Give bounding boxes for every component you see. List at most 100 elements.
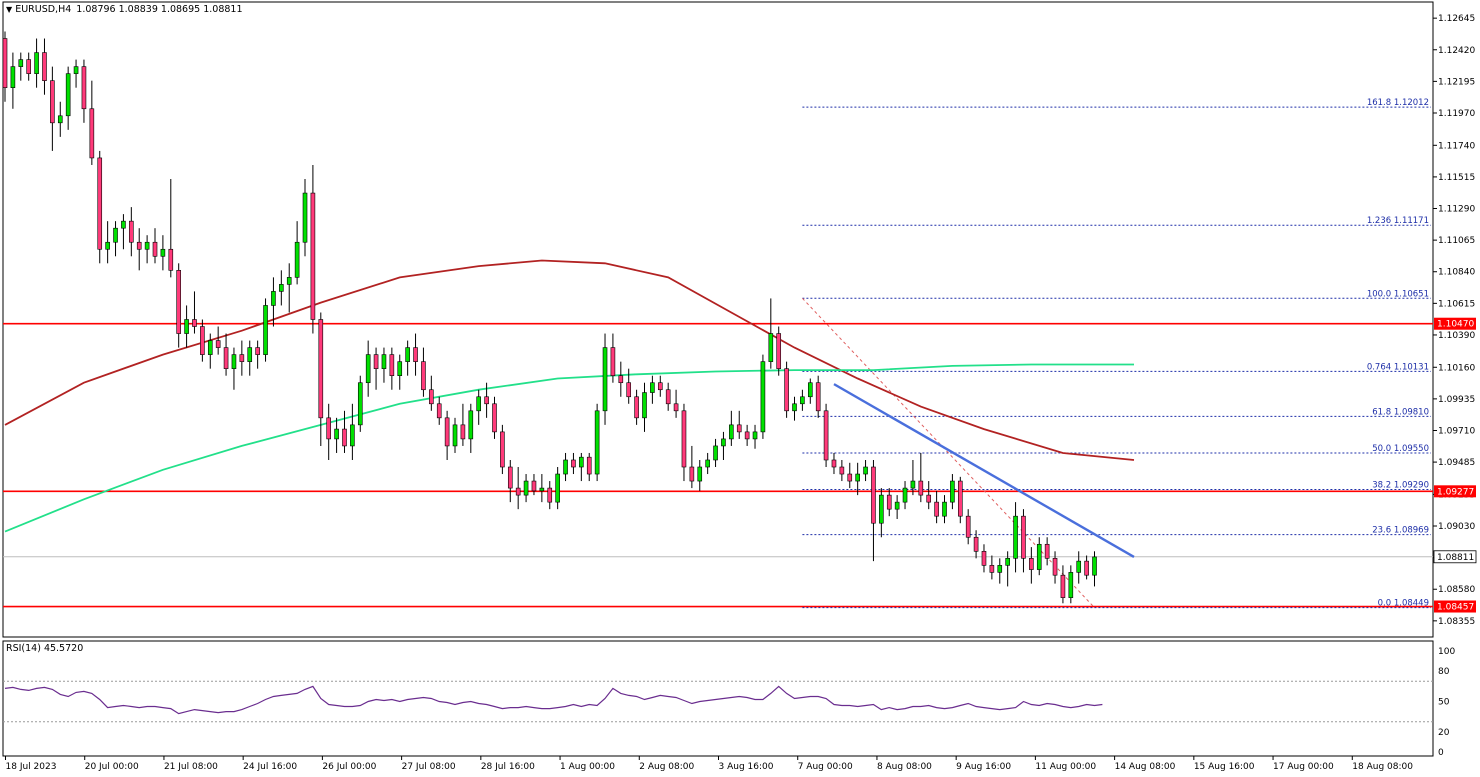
candle [586,452,592,482]
x-tick-label: 28 Jul 16:00 [481,762,535,772]
candle [73,59,79,88]
candle [200,319,205,362]
candle-body [950,480,955,503]
candle-body [279,284,284,292]
candle [894,495,900,519]
candle-body [942,501,947,517]
candle-body [926,494,932,503]
candle [926,481,932,510]
candle [594,403,600,482]
candle [713,438,718,468]
candle [294,221,300,285]
candle [34,38,39,88]
candle [579,452,584,482]
y-tick-label: 1.10840 [1438,268,1475,278]
fib-level-label: 100.0 1.10651 [1367,289,1429,299]
candle [1052,551,1058,584]
y-tick-label: 1.11290 [1438,205,1475,215]
candle-body [1052,558,1058,576]
candle-body [997,565,1003,573]
candle [444,410,450,460]
candle [736,410,742,439]
candle [729,410,734,446]
candle [665,382,671,411]
candle-body [729,424,734,440]
candle [184,305,189,348]
support-price-tag-bg [1434,485,1476,498]
candle-body [413,347,418,362]
candle-body [602,347,608,412]
candle-body [705,459,710,468]
candle-body [744,431,750,440]
candle-body [531,480,537,492]
candle [121,214,126,250]
y-tick-label: 1.12195 [1438,77,1475,87]
candle [555,467,560,510]
candle [381,347,387,383]
candle-body [365,354,371,384]
candle [657,375,663,397]
candle-body [468,410,474,440]
current-price-tag-border [1433,550,1477,564]
x-tick-label: 1 Aug 00:00 [560,762,615,772]
candle-body [2,38,8,88]
candle [610,333,616,383]
y-tick-label: 1.11065 [1438,236,1475,246]
candle-body [436,403,442,419]
fib-level-label: 0.764 1.10131 [1367,362,1429,372]
candle [792,396,797,421]
candle [997,558,1003,584]
y-tick-label: 1.09710 [1438,426,1475,436]
candle-body [381,354,387,369]
candle [357,375,363,432]
candle-body [397,361,403,376]
candle-body [792,403,797,412]
candle-body [121,220,126,229]
sma-slow-line [4,259,1135,461]
candle [318,312,324,446]
candle-body [1092,556,1097,576]
y-tick-label: 1.09030 [1438,522,1475,532]
y-tick-label: 1.12420 [1438,46,1475,56]
candle [776,326,782,376]
candle [176,263,181,348]
candle-body [634,396,639,419]
candle [965,509,971,545]
x-tick-label: 11 Aug 00:00 [1035,762,1096,772]
candle-body [1076,560,1082,573]
candle-body [736,424,742,433]
rsi-tick-label: 100 [1438,647,1455,657]
candle-body [555,473,560,503]
x-tick-label: 20 Jul 00:00 [85,762,139,772]
candle [902,481,908,510]
rsi-label: RSI(14) 45.5720 [6,643,84,654]
candle-body [310,192,316,320]
sma-fast-line [4,363,1134,533]
candle-body [910,480,916,489]
candle [934,490,939,524]
candle [760,354,766,439]
candle-body [192,319,197,327]
candle-body [294,241,300,278]
candle-body [389,354,395,376]
candle [389,347,395,390]
candle [721,431,726,460]
candle-body [642,392,647,419]
candle [831,452,837,475]
ohlc-label: 1.08796 1.08839 1.08695 1.08811 [76,4,243,15]
candle-body [957,480,963,517]
candle [942,495,947,524]
collapse-triangle-icon[interactable]: ▼ [6,5,13,14]
candle-body [231,354,237,369]
candle-body [215,340,221,348]
candle-body [184,319,189,334]
candle [168,179,174,278]
candle-body [515,487,521,496]
candle-body [863,466,868,475]
candle-body [334,428,339,440]
candle-body [152,241,158,257]
candle-body [934,501,939,517]
candle-body [129,220,134,243]
trendline [833,383,1135,558]
